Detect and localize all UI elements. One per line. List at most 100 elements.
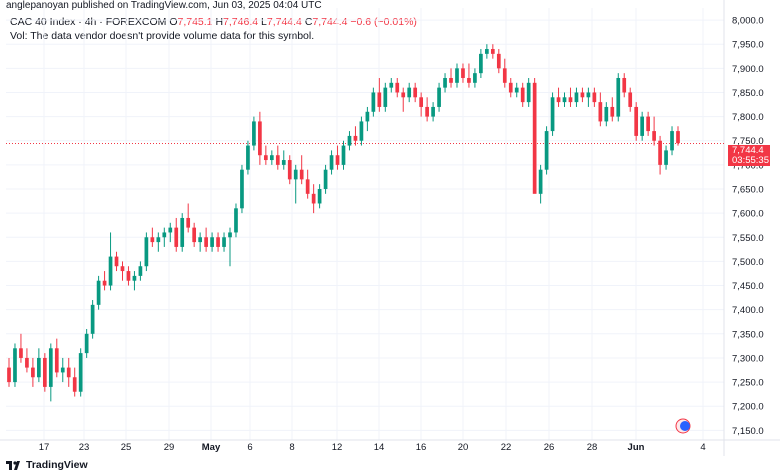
bar-countdown: 03:55:35 xyxy=(732,155,769,166)
candle-body xyxy=(72,377,77,392)
x-tick-label: 6 xyxy=(247,442,252,453)
candle-body xyxy=(7,367,11,383)
candle-body xyxy=(228,232,232,238)
publish-info: anglepanoyan published on TradingView.co… xyxy=(6,0,322,11)
candle-body xyxy=(90,304,95,334)
candle-body xyxy=(353,135,358,141)
candle-body xyxy=(96,280,101,305)
candle-body xyxy=(508,82,513,93)
candle-body xyxy=(162,232,167,238)
candle-body xyxy=(383,87,388,107)
candle-body xyxy=(628,92,633,107)
y-tick-label: 7,950.0 xyxy=(732,40,764,51)
candle-body xyxy=(317,189,322,204)
x-tick-label: 14 xyxy=(374,442,385,453)
candle-body xyxy=(568,97,573,103)
candle-body xyxy=(580,92,585,98)
high-value: 7,746.4 xyxy=(223,16,259,28)
candle-body xyxy=(168,227,173,233)
x-tick-label: May xyxy=(202,442,221,453)
candle-body xyxy=(66,367,71,378)
y-tick-label: 7,850.0 xyxy=(732,88,764,99)
y-tick-label: 7,650.0 xyxy=(732,185,764,196)
candle-body xyxy=(556,97,561,103)
high-label: H xyxy=(215,16,224,28)
candle-body xyxy=(102,280,107,286)
candle-body xyxy=(407,87,412,98)
x-tick-label: 22 xyxy=(501,442,512,453)
candle-body xyxy=(60,367,65,373)
x-tick-label: 23 xyxy=(79,442,90,453)
candle-body xyxy=(520,87,525,103)
symbol-name[interactable]: CAC 40 Index · 4h · FOREXCOM xyxy=(10,16,167,28)
candle-body xyxy=(216,237,220,247)
x-tick-label: 25 xyxy=(121,442,132,453)
candle-body xyxy=(126,271,131,281)
y-tick-label: 7,450.0 xyxy=(732,281,764,292)
open-label: O xyxy=(169,16,178,28)
candle-body xyxy=(652,131,656,141)
candle-body xyxy=(598,102,603,122)
candle-body xyxy=(234,208,238,233)
candle-body xyxy=(664,150,668,165)
candle-body xyxy=(37,357,41,378)
change-value: −0.6 (−0.01%) xyxy=(350,16,417,28)
candle-body xyxy=(389,82,394,88)
candle-body xyxy=(646,116,650,132)
candle-body xyxy=(198,237,202,243)
y-tick-label: 7,900.0 xyxy=(732,64,764,75)
candle-body xyxy=(263,155,268,161)
x-tick-label: 8 xyxy=(289,442,294,453)
y-tick-label: 7,150.0 xyxy=(732,426,764,437)
candle-body xyxy=(592,92,597,103)
tradingview-icon xyxy=(6,460,20,470)
candle-body xyxy=(502,68,507,83)
candle-body xyxy=(347,135,352,146)
candle-body xyxy=(210,237,214,247)
candle-body xyxy=(120,266,125,272)
candle-body xyxy=(532,82,537,194)
candle-body xyxy=(640,116,645,136)
candle-body xyxy=(84,333,89,354)
candle-body xyxy=(25,357,29,368)
candle-body xyxy=(19,348,23,358)
candle-body xyxy=(305,179,310,194)
x-tick-label: 29 xyxy=(164,442,175,453)
candle-body xyxy=(54,348,59,373)
candle-body xyxy=(192,227,197,243)
tradingview-logo[interactable]: TradingView xyxy=(6,459,88,471)
candle-body xyxy=(341,145,346,165)
candle-body xyxy=(461,68,465,78)
candle-body xyxy=(144,237,149,267)
x-tick-label: 26 xyxy=(544,442,555,453)
candle-body xyxy=(365,111,370,122)
last-price-value: 7,744.4 xyxy=(732,145,764,156)
candle-body xyxy=(31,367,35,378)
candle-body xyxy=(479,53,483,74)
candle-body xyxy=(538,169,543,194)
candle-body xyxy=(240,169,244,209)
candle-body xyxy=(114,256,119,267)
y-tick-label: 7,550.0 xyxy=(732,233,764,244)
symbol-legend: CAC 40 Index · 4h · FOREXCOM O7,745.1 H7… xyxy=(10,16,417,28)
candle-body xyxy=(108,256,113,286)
candle-body xyxy=(395,82,400,93)
candle-body xyxy=(514,87,519,93)
candle-body xyxy=(604,106,609,122)
candle-body xyxy=(622,77,627,93)
candle-body xyxy=(371,92,376,112)
low-label: L xyxy=(261,16,267,28)
candle-body xyxy=(359,121,364,141)
x-tick-label: 20 xyxy=(458,442,469,453)
x-tick-label: 16 xyxy=(416,442,427,453)
close-value: 7,744.4 xyxy=(312,16,348,28)
candle-body xyxy=(299,169,304,180)
candle-body xyxy=(425,106,429,117)
candle-body xyxy=(186,217,191,228)
y-tick-label: 7,350.0 xyxy=(732,329,764,340)
candle-body xyxy=(419,97,424,107)
y-tick-label: 8,000.0 xyxy=(732,16,764,27)
candle-body xyxy=(42,357,47,387)
candle-body xyxy=(413,87,418,98)
